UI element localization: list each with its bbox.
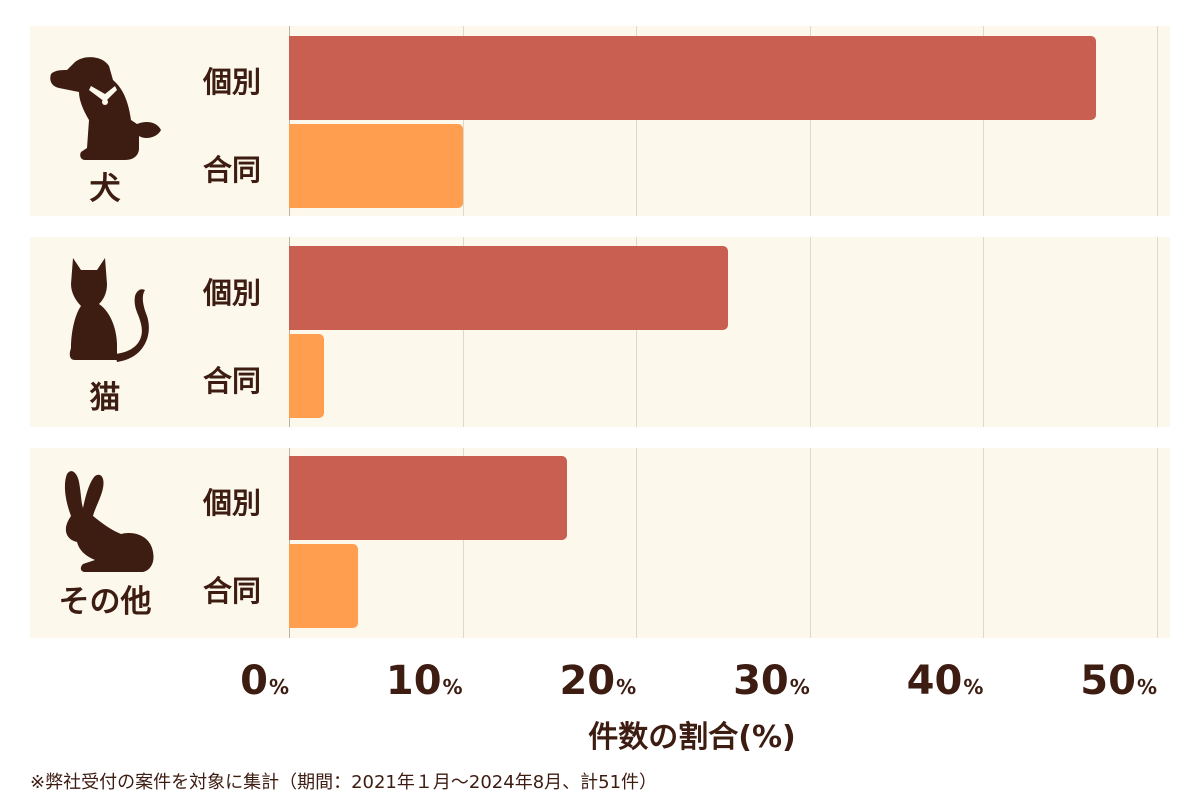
gridline [289, 448, 290, 638]
x-tick-10: 10% [343, 658, 463, 704]
row-label-cat-godo: 合同 [203, 364, 262, 398]
x-tick-value: 20 [559, 658, 616, 704]
dog-icon [50, 57, 161, 160]
row-label-dog-kobetsu: 個別 [203, 65, 262, 99]
gridline [462, 237, 464, 427]
gridline [636, 26, 638, 216]
x-tick-20: 20% [516, 658, 636, 704]
x-tick-value: 40 [906, 658, 963, 704]
bar-dog-kobetsu [289, 36, 1097, 120]
gridline [983, 448, 985, 638]
x-tick-unit: % [442, 675, 463, 699]
x-tick-40: 40% [863, 658, 984, 704]
bar-other-kobetsu [289, 456, 567, 540]
x-axis-title: 件数の割合(%) [588, 720, 796, 755]
x-tick-30: 30% [690, 658, 810, 704]
cat-icon [69, 258, 149, 362]
row-label-other-kobetsu: 個別 [203, 486, 262, 520]
gridline [636, 237, 638, 427]
x-tick-50: 50% [1037, 658, 1157, 704]
group-label-dog: 犬 [89, 171, 121, 207]
x-tick-value: 30 [733, 658, 789, 704]
x-tick-0: 0% [169, 658, 289, 704]
gridline [1157, 448, 1158, 638]
bar-cat-kobetsu [289, 246, 729, 330]
x-tick-value: 10 [385, 658, 442, 704]
group-label-other: その他 [58, 584, 152, 620]
bar-other-godo [289, 544, 359, 628]
gridline [983, 26, 985, 216]
gridline [289, 26, 290, 216]
gridline [289, 237, 290, 427]
x-tick-unit: % [963, 675, 984, 699]
bar-cat-godo [289, 334, 324, 418]
gridline [1157, 237, 1158, 427]
gridline [1157, 26, 1158, 216]
gridline [462, 26, 464, 216]
group-label-cat: 猫 [89, 380, 121, 416]
row-label-dog-godo: 合同 [203, 153, 262, 187]
rabbit-icon [64, 471, 154, 572]
gridline [983, 237, 985, 427]
row-label-other-godo: 合同 [203, 574, 262, 608]
x-tick-unit: % [616, 675, 637, 699]
gridline [809, 26, 811, 216]
gridline [809, 237, 811, 427]
gridline [636, 448, 638, 638]
gridline [809, 448, 811, 638]
x-tick-value: 0 [240, 658, 268, 704]
bar-dog-godo [289, 124, 463, 208]
gridline [462, 448, 464, 638]
row-label-cat-kobetsu: 個別 [203, 276, 262, 310]
panel-other [30, 448, 1170, 638]
x-tick-unit: % [1136, 675, 1157, 699]
x-tick-unit: % [268, 675, 289, 699]
footnote: ※弊社受付の案件を対象に集計（期間：2021年１月～2024年8月、計51件） [30, 772, 658, 793]
x-tick-unit: % [789, 675, 810, 699]
x-tick-value: 50 [1080, 658, 1136, 704]
